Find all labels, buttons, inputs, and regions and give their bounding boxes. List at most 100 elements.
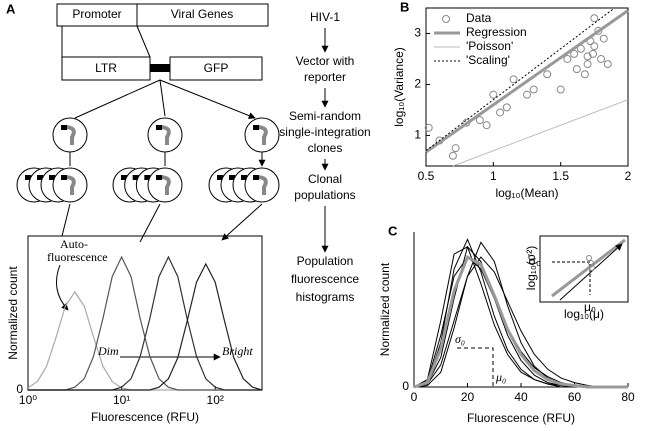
gfp-label: GFP [204,61,229,75]
step-label: populations [294,188,355,202]
clone-circle [244,167,280,203]
legend-swatch [442,15,450,23]
viral-genes-box [136,3,269,27]
data-point [594,26,603,35]
data-point [597,54,606,63]
inset-line [559,243,623,301]
provirus-gfp [132,175,139,180]
data-point [590,42,599,51]
legend-label: 'Scaling' [466,53,510,67]
annotation: μ₀ [495,370,506,384]
x-tick-label: 10⁰ [19,393,37,407]
data-point [424,123,433,132]
inset-label: log₁₀(μ) [564,307,604,321]
data-point [603,60,612,69]
step-label: Semi-random [289,109,361,123]
y-axis-label: log₁₀(Variance) [392,47,406,127]
x-axis-label: Fluorescence (RFU) [467,411,575,425]
series-line [452,99,629,167]
viral-genes-label: Viral Genes [171,7,233,21]
arrow [69,152,262,166]
inset-guide [552,261,591,295]
data-point [570,49,579,58]
inset-frame [539,235,629,303]
inset-point [586,255,592,261]
data-point [448,151,457,160]
series-line [28,255,262,391]
step-label: clones [308,141,343,155]
y-axis-label: Normalized count [378,262,392,356]
annotation: fluorescence [47,250,108,264]
auto-arrow [55,264,69,311]
x-tick-label: 20 [461,390,475,404]
y-axis-label: Normalized count [6,266,20,360]
x-tick-label: 2 [625,169,632,183]
y-tick-label: 3 [414,26,421,40]
step-label: histograms [296,290,355,304]
inset-point [589,265,595,271]
data-point [475,116,484,125]
data-point [451,144,460,153]
series-line [425,7,615,152]
annotation: Bright [222,344,253,358]
data-point [590,14,599,23]
data-point [543,70,552,79]
data-point [572,65,581,74]
data-point [580,70,589,79]
step-label: Population [297,254,354,268]
annotation: σ₀ [455,332,465,346]
y-tick-label: 0 [16,382,23,396]
arrow [74,79,255,118]
x-tick-label: 60 [568,390,582,404]
x-tick-label: 0.5 [418,169,435,183]
provirus-gfp [37,175,43,180]
legend-label: Data [466,11,492,25]
data-point [482,121,491,130]
provirus-gfp [144,175,151,180]
annotation: Dim [97,344,119,358]
annotation: Auto- [60,237,88,251]
provirus-gfp [61,175,67,180]
step-label: reporter [304,70,346,84]
clone-circle [52,117,88,153]
step-label: Clonal [308,172,342,186]
data-point [563,54,572,63]
series-line [27,290,262,391]
ltr-label: LTR [95,61,117,75]
gfp-box [169,56,263,81]
step-label: single-integration [279,125,370,139]
provirus-gfp [156,175,162,180]
clone-circle [52,167,88,203]
provirus-gfp [241,175,247,180]
data-point [496,108,505,117]
provirus-gfp [25,175,31,180]
connector [61,25,151,58]
data-point [583,52,592,61]
step-label: HIV-1 [310,10,340,24]
x-tick-label: 0 [411,390,418,404]
promoter-label: Promoter [72,7,121,21]
linker [150,64,170,72]
provirus-gfp [217,175,223,180]
series-line [413,254,628,389]
provirus-gfp [253,175,259,180]
x-axis-label: log₁₀(Mean) [495,186,558,200]
x-tick-label: 40 [514,390,528,404]
x-tick-label: 10² [207,393,224,407]
plot-frame [425,7,629,167]
y-tick-label: 1 [414,128,421,142]
panel-label: A [6,1,16,16]
mu-sigma-guide [457,347,494,387]
inset-label: log₁₀(σ²) [524,246,538,290]
legend-label: 'Poisson' [466,39,513,53]
data-point [489,90,498,99]
step-label: fluorescence [291,272,359,286]
provirus-gfp [229,175,235,180]
inset-label: μ₀ [584,300,596,314]
x-axis-label: Fluorescence (RFU) [91,410,199,424]
series-line [28,255,262,391]
inset-regression [551,238,626,298]
data-point [583,60,592,69]
x-tick-label: 10¹ [113,393,130,407]
